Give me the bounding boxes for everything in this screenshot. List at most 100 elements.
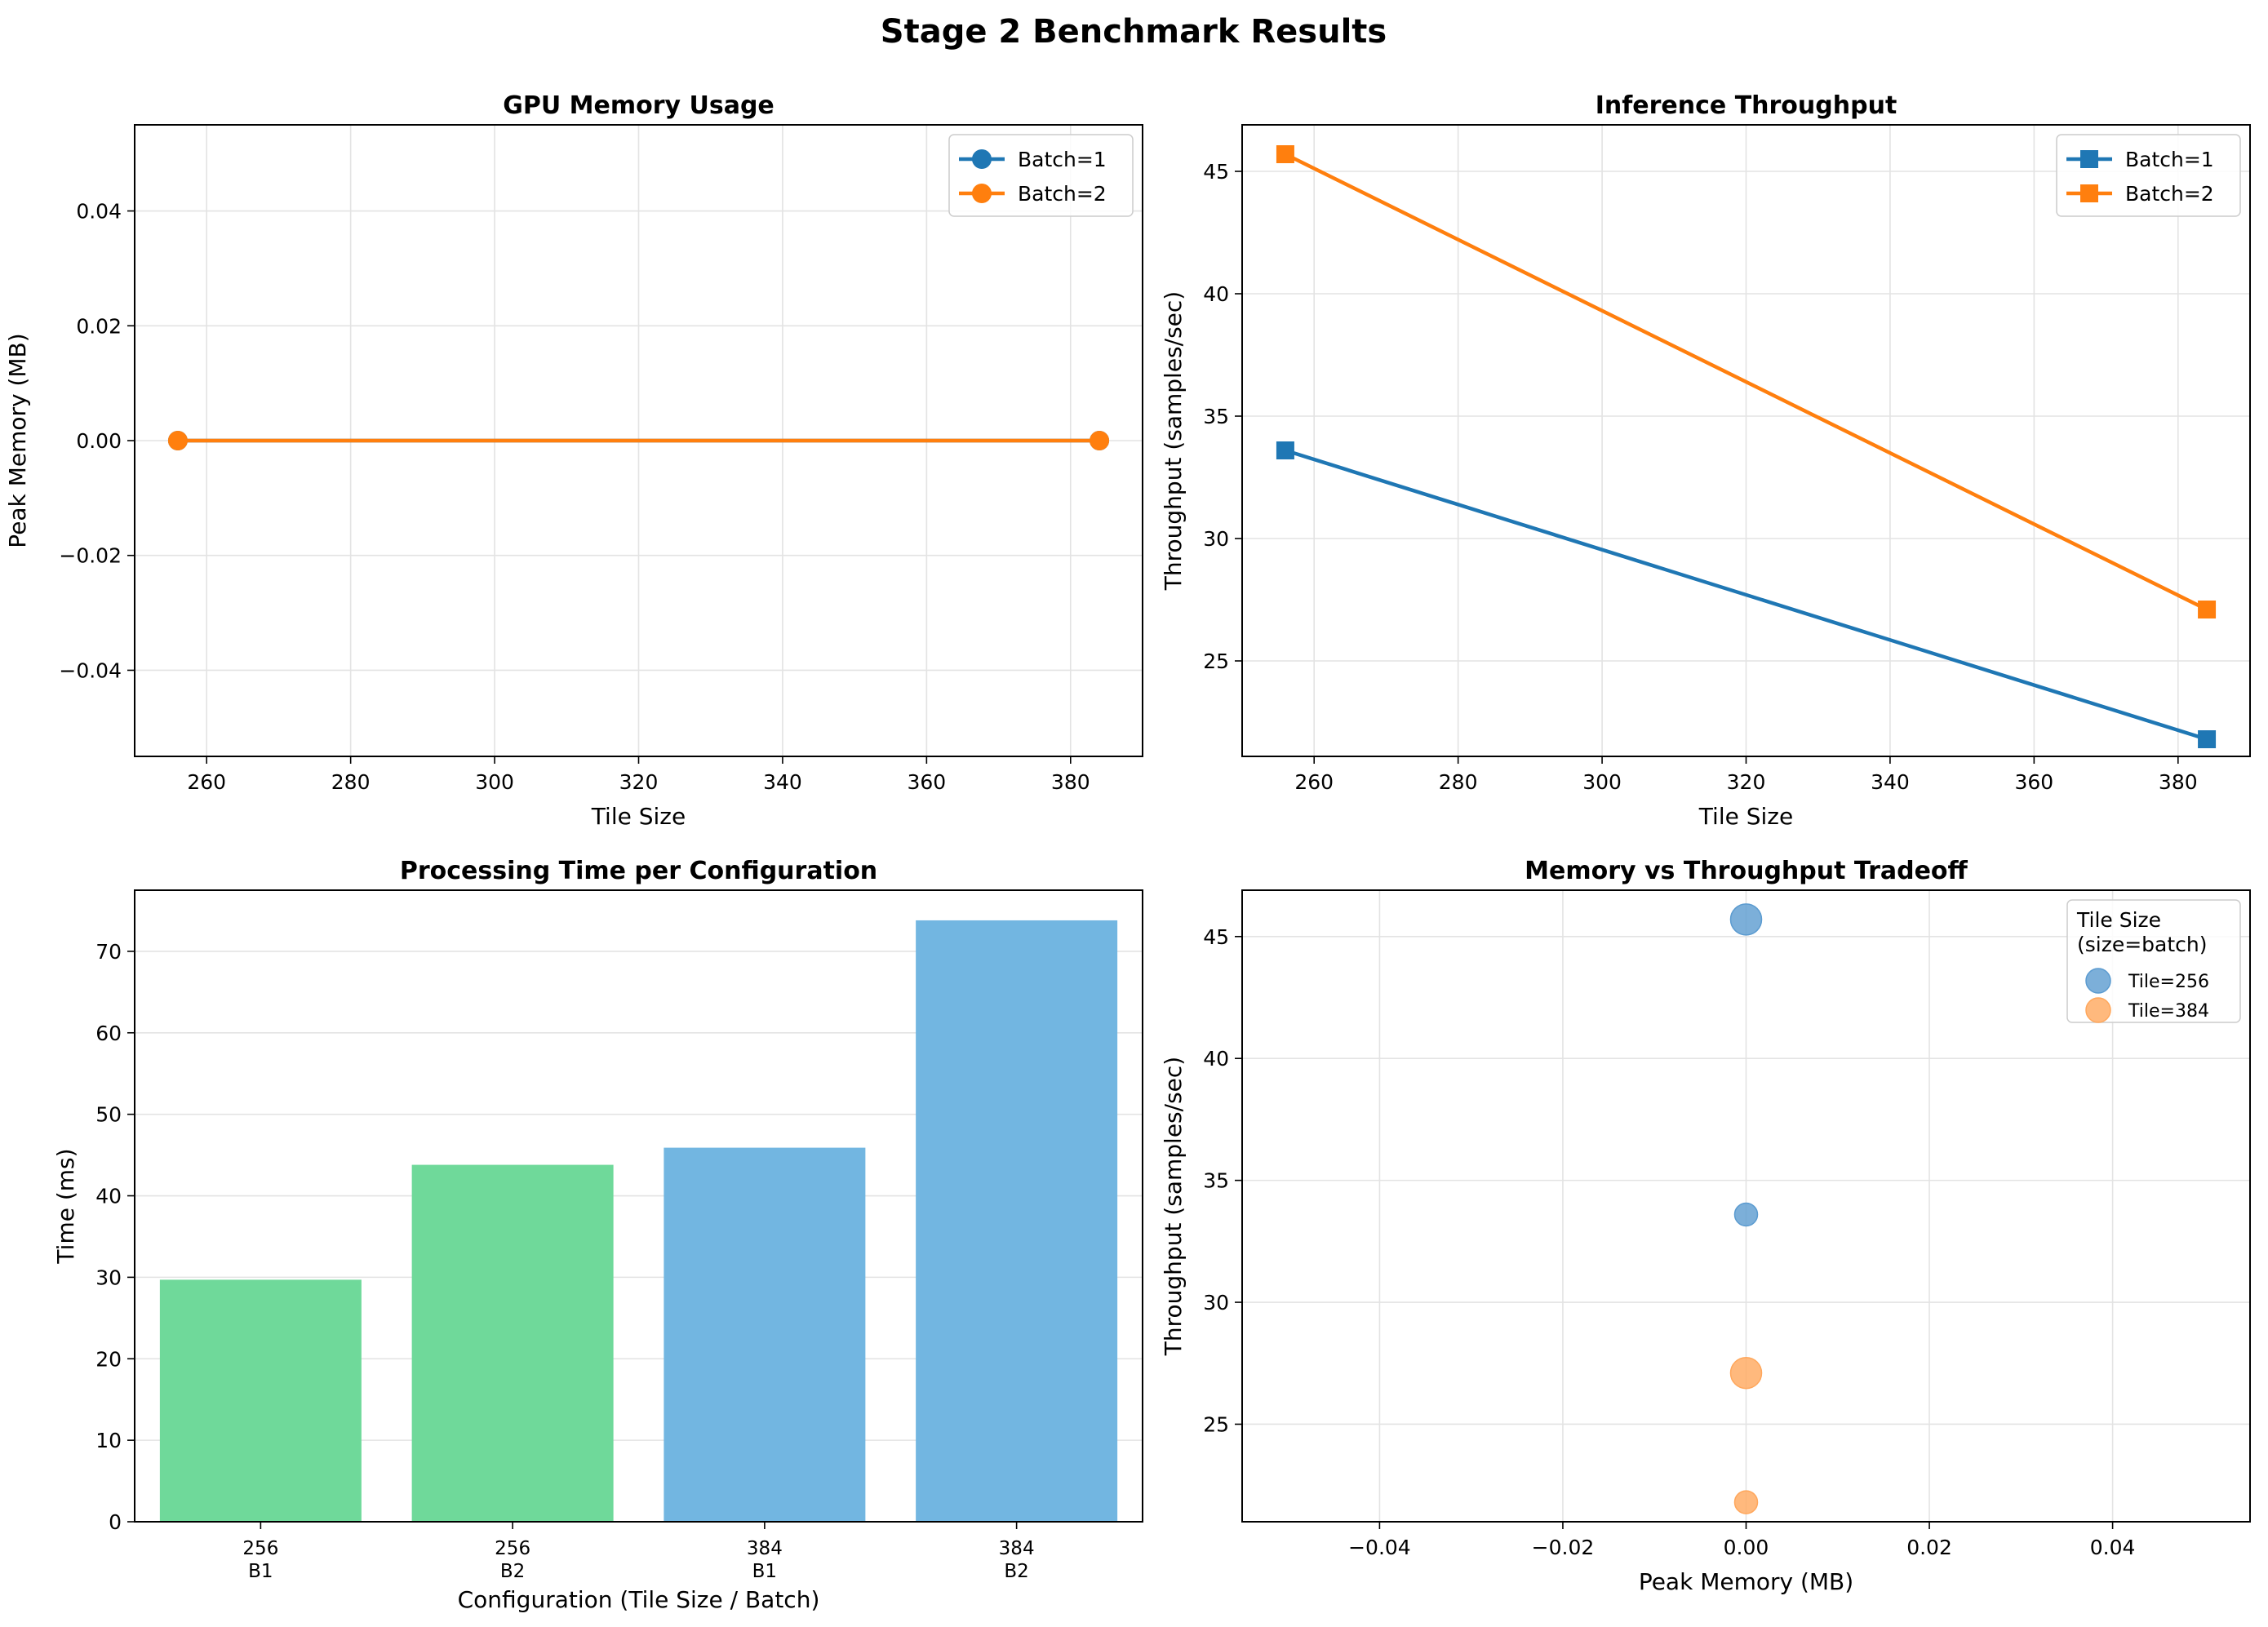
tradeoff-legend: Tile Size(size=batch) Tile=256 Tile=384: [2066, 899, 2241, 1023]
throughput-legend-label: Batch=2: [2125, 182, 2214, 206]
time-panel: 010203040506070256B1256B2384B1384B2Proce…: [52, 857, 1143, 1613]
throughput-series-line-batch1: [1285, 448, 2208, 742]
throughput-legend: Batch=1 Batch=2: [2056, 134, 2241, 217]
throughput-ytick-label: 35: [1203, 405, 1229, 428]
memory-point-marker: [167, 431, 188, 450]
time-ytick-label: 10: [95, 1429, 122, 1452]
time-xtick-label-size: 256: [495, 1538, 530, 1559]
time-bar: [916, 920, 1118, 1522]
time-xlabel: Configuration (Tile Size / Batch): [458, 1586, 820, 1613]
throughput-xtick-label: 340: [1871, 770, 1910, 794]
throughput-point-marker: [1276, 441, 1294, 459]
throughput-xtick-label: 280: [1439, 770, 1478, 794]
throughput-ytick-label: 25: [1203, 649, 1229, 673]
time-title: Processing Time per Configuration: [400, 857, 877, 885]
tradeoff-legend-marker: [2085, 997, 2111, 1023]
throughput-xtick-label: 380: [2159, 770, 2198, 794]
tradeoff-legend-marker: [2085, 968, 2111, 994]
tradeoff-ytick-label: 25: [1203, 1412, 1229, 1436]
tradeoff-xtick-label: −0.02: [1532, 1536, 1595, 1559]
tradeoff-legend-label: Tile=384: [2128, 1001, 2209, 1022]
memory-panel: −0.04 −0.02 0.00 0.02 0.04 260 280 300 320 340 360…: [4, 91, 1143, 830]
time-bar: [664, 1147, 866, 1522]
tradeoff-legend-box: [2066, 899, 2241, 1023]
memory-legend-marker: [972, 149, 992, 169]
throughput-ytick-label: 45: [1203, 160, 1229, 184]
memory-xtick-label: 340: [763, 770, 802, 794]
memory-marks: [167, 431, 1110, 450]
tradeoff-scatter-point: [1729, 1356, 1763, 1390]
tradeoff-xlabel: Peak Memory (MB): [1639, 1568, 1853, 1595]
memory-xtick-label: 280: [331, 770, 371, 794]
throughput-xlabel: Tile Size: [1698, 803, 1793, 830]
throughput-xtick-label: 260: [1294, 770, 1334, 794]
tradeoff-ytick-label: 35: [1203, 1169, 1229, 1193]
throughput-legend-marker: [2080, 184, 2098, 202]
time-xtick-label-size: 256: [242, 1538, 278, 1559]
tradeoff-axes-frame: [1241, 889, 2251, 1523]
tradeoff-panel: 25 30 35 40 45 −0.04 −0.02 0.00 0.02 0.04 Memory v…: [1160, 857, 2251, 1595]
time-ytick-label: 50: [95, 1103, 122, 1127]
time-bar: [411, 1164, 614, 1522]
tradeoff-grid: [1242, 890, 2250, 1522]
memory-legend-label: Batch=1: [1018, 148, 1107, 171]
throughput-axes-frame: [1241, 124, 2251, 757]
time-xtick-label-size: 384: [747, 1538, 783, 1559]
time-xtick-label-batch: B2: [1004, 1561, 1028, 1582]
time-ylabel: Time (ms): [52, 1148, 79, 1264]
tradeoff-ytick-label: 45: [1203, 925, 1229, 949]
memory-axes-frame: [134, 124, 1143, 757]
tradeoff-scatter-point: [1733, 1490, 1759, 1514]
throughput-point-marker: [1276, 145, 1294, 163]
throughput-point-marker: [2198, 601, 2217, 618]
throughput-marks: [1276, 145, 2217, 748]
memory-xtick-label: 360: [907, 770, 946, 794]
time-ytick-label: 60: [95, 1022, 122, 1045]
memory-title: GPU Memory Usage: [503, 91, 774, 120]
memory-ytick-label: 0.04: [76, 200, 122, 224]
tradeoff-xtick-label: 0.02: [1906, 1536, 1952, 1559]
tradeoff-legend-title: (size=batch): [2077, 933, 2208, 956]
time-marks: [159, 920, 1118, 1522]
memory-legend-label: Batch=2: [1018, 182, 1107, 206]
throughput-title: Inference Throughput: [1596, 91, 1897, 120]
memory-point-marker: [1090, 431, 1110, 450]
memory-legend-box: [948, 134, 1134, 217]
memory-xtick-label: 300: [475, 770, 514, 794]
time-axes-frame: [134, 889, 1143, 1523]
memory-xtick-label: 380: [1051, 770, 1090, 794]
tradeoff-legend-label: Tile=256: [2128, 972, 2209, 992]
throughput-ytick-label: 40: [1203, 282, 1229, 306]
memory-ytick-label: 0.02: [76, 314, 122, 338]
time-ytick-label: 70: [95, 940, 122, 964]
throughput-panel: 25 30 35 40 45 260 280 300 320 340 360 380 Inference…: [1160, 91, 2251, 830]
tradeoff-marks: [1729, 903, 1763, 1514]
throughput-legend-marker: [2080, 150, 2098, 168]
tradeoff-xtick-label: −0.04: [1348, 1536, 1411, 1559]
throughput-series-line-batch2: [1284, 152, 2208, 612]
tradeoff-scatter-point: [1733, 1202, 1759, 1227]
throughput-point-marker: [2198, 730, 2217, 748]
memory-ytick-label: 0.00: [76, 429, 122, 453]
tradeoff-title: Memory vs Throughput Tradeoff: [1525, 857, 1968, 885]
throughput-ytick-label: 30: [1203, 527, 1229, 551]
tradeoff-xtick-label: 0.00: [1724, 1536, 1769, 1559]
memory-ytick-label: −0.04: [59, 658, 122, 682]
tradeoff-ylabel: Throughput (samples/sec): [1160, 1057, 1187, 1356]
tradeoff-ytick-label: 40: [1203, 1047, 1229, 1071]
memory-legend-marker: [972, 184, 992, 203]
tradeoff-scatter-point: [1729, 903, 1763, 936]
tradeoff-ytick-label: 30: [1203, 1291, 1229, 1314]
throughput-xtick-label: 320: [1727, 770, 1766, 794]
time-ytick-label: 30: [95, 1266, 122, 1289]
tradeoff-xtick-label: 0.04: [2090, 1536, 2136, 1559]
throughput-xtick-label: 360: [2014, 770, 2053, 794]
time-xtick-label-batch: B1: [248, 1561, 273, 1582]
throughput-ylabel: Throughput (samples/sec): [1160, 291, 1187, 591]
time-ytick-label: 20: [95, 1347, 122, 1371]
memory-xlabel: Tile Size: [591, 803, 686, 830]
memory-ylabel: Peak Memory (MB): [4, 333, 31, 548]
memory-legend: Batch=1 Batch=2: [948, 134, 1134, 217]
time-ytick-label: 40: [95, 1185, 122, 1208]
